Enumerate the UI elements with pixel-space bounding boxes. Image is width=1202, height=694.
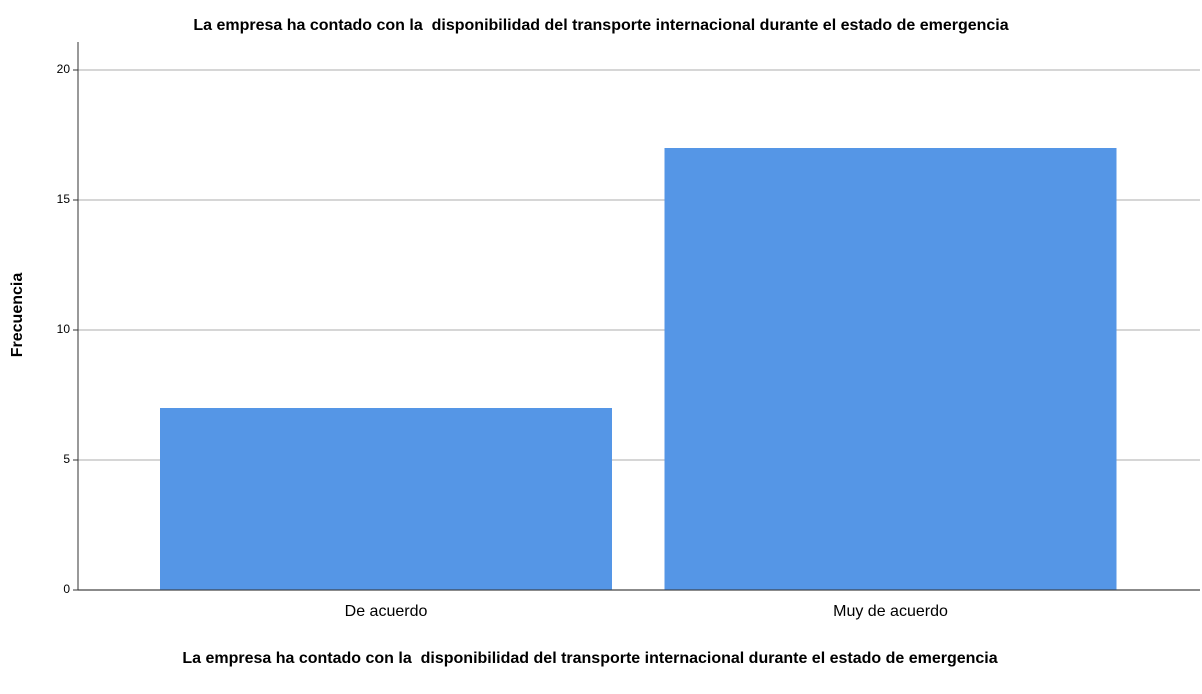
y-tick-label: 0 (63, 582, 70, 596)
y-tick-label: 15 (57, 192, 71, 206)
x-tick-label: Muy de acuerdo (833, 603, 948, 620)
bar (664, 148, 1117, 590)
y-tick-label: 10 (57, 322, 71, 336)
x-axis-label: La empresa ha contado con la disponibili… (182, 650, 998, 667)
y-axis-label: Frecuencia (9, 273, 26, 358)
x-tick-label: De acuerdo (345, 603, 428, 620)
y-tick-label: 20 (57, 62, 71, 76)
bar (160, 408, 612, 590)
y-tick-label: 5 (63, 452, 70, 466)
chart-title: La empresa ha contado con la disponibili… (193, 17, 1008, 34)
